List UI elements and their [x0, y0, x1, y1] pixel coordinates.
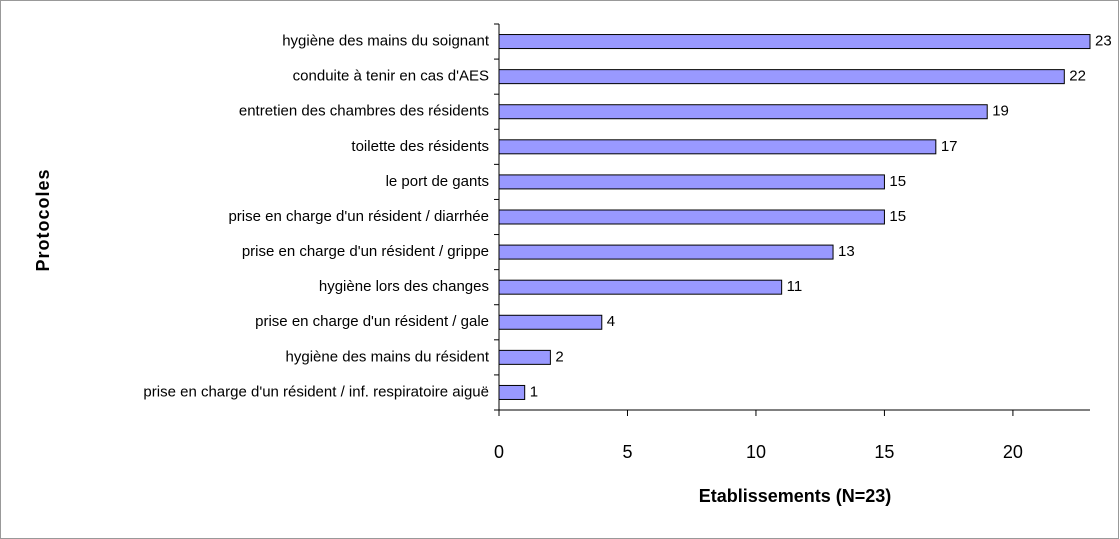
y-tick-label: le port de gants	[386, 173, 489, 190]
bar	[498, 139, 937, 155]
value-label: 2	[555, 348, 563, 365]
value-label: 13	[838, 243, 855, 260]
value-label: 11	[787, 278, 803, 295]
y-tick-label: conduite à tenir en cas d'AES	[293, 68, 489, 85]
bar	[498, 244, 834, 260]
x-tick-label: 15	[874, 442, 894, 462]
value-label: 15	[889, 208, 906, 225]
bar	[498, 34, 1091, 50]
y-tick-label: toilette des résidents	[351, 138, 489, 155]
x-axis-label: Etablissements (N=23)	[699, 486, 892, 506]
bar	[498, 314, 603, 330]
bar	[498, 349, 551, 365]
value-label: 1	[530, 383, 538, 400]
x-tick-label: 10	[746, 442, 766, 462]
value-label: 4	[607, 313, 615, 330]
bar	[498, 209, 885, 225]
bar	[498, 174, 885, 190]
value-label: 19	[992, 103, 1009, 120]
value-label: 23	[1095, 33, 1112, 50]
value-label: 17	[941, 138, 958, 155]
y-tick-label: hygiène lors des changes	[319, 278, 489, 295]
y-tick-label: prise en charge d'un résident / grippe	[242, 243, 489, 260]
y-tick-label: hygiène des mains du soignant	[282, 33, 490, 50]
bar	[498, 104, 988, 120]
value-label: 15	[889, 173, 906, 190]
y-tick-label: prise en charge d'un résident / diarrhée	[228, 208, 489, 225]
y-tick-label: entretien des chambres des résidents	[239, 103, 489, 120]
value-label: 22	[1069, 68, 1086, 85]
y-tick-label: prise en charge d'un résident / inf. res…	[143, 383, 489, 400]
bar	[498, 384, 526, 400]
x-tick-label: 0	[494, 442, 504, 462]
bar	[498, 279, 783, 295]
y-tick-label: prise en charge d'un résident / gale	[255, 313, 489, 330]
x-tick-label: 20	[1003, 442, 1023, 462]
bar	[498, 69, 1065, 85]
x-tick-label: 5	[622, 442, 632, 462]
y-axis-label: Protocoles	[33, 168, 53, 271]
y-tick-label: hygiène des mains du résident	[286, 348, 490, 365]
